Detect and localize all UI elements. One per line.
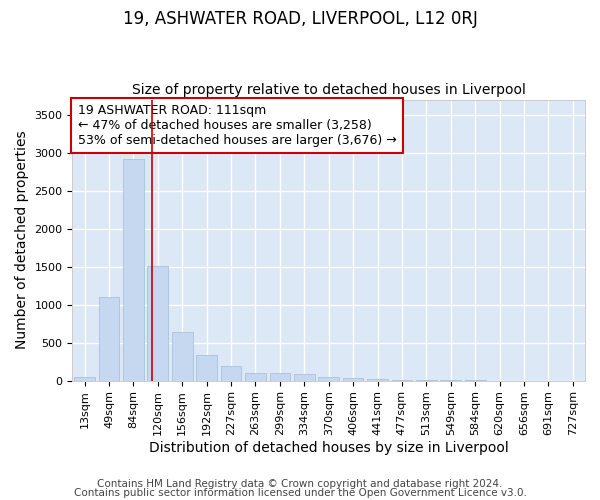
Bar bbox=[196, 355, 217, 380]
Bar bbox=[123, 159, 144, 380]
Bar bbox=[319, 377, 339, 380]
Bar bbox=[367, 378, 388, 380]
Bar bbox=[148, 266, 168, 380]
Text: 19 ASHWATER ROAD: 111sqm
← 47% of detached houses are smaller (3,258)
53% of sem: 19 ASHWATER ROAD: 111sqm ← 47% of detach… bbox=[77, 104, 396, 147]
Text: Contains public sector information licensed under the Open Government Licence v3: Contains public sector information licen… bbox=[74, 488, 526, 498]
Text: 19, ASHWATER ROAD, LIVERPOOL, L12 0RJ: 19, ASHWATER ROAD, LIVERPOOL, L12 0RJ bbox=[122, 10, 478, 28]
Bar bbox=[269, 373, 290, 380]
Bar bbox=[294, 374, 314, 380]
Bar bbox=[343, 378, 364, 380]
Bar bbox=[245, 373, 266, 380]
X-axis label: Distribution of detached houses by size in Liverpool: Distribution of detached houses by size … bbox=[149, 441, 509, 455]
Bar bbox=[221, 366, 241, 380]
Bar bbox=[74, 377, 95, 380]
Bar bbox=[172, 332, 193, 380]
Text: Contains HM Land Registry data © Crown copyright and database right 2024.: Contains HM Land Registry data © Crown c… bbox=[97, 479, 503, 489]
Y-axis label: Number of detached properties: Number of detached properties bbox=[15, 131, 29, 350]
Bar bbox=[98, 297, 119, 380]
Title: Size of property relative to detached houses in Liverpool: Size of property relative to detached ho… bbox=[132, 83, 526, 97]
